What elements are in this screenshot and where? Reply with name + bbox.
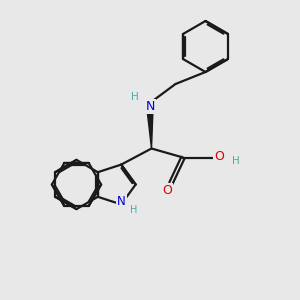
Text: N: N <box>145 100 155 113</box>
Text: H: H <box>232 156 240 166</box>
Text: O: O <box>214 149 224 163</box>
Polygon shape <box>147 110 153 148</box>
Text: O: O <box>163 184 172 197</box>
Text: N: N <box>117 195 126 208</box>
Text: H: H <box>130 205 137 215</box>
Text: H: H <box>131 92 139 102</box>
